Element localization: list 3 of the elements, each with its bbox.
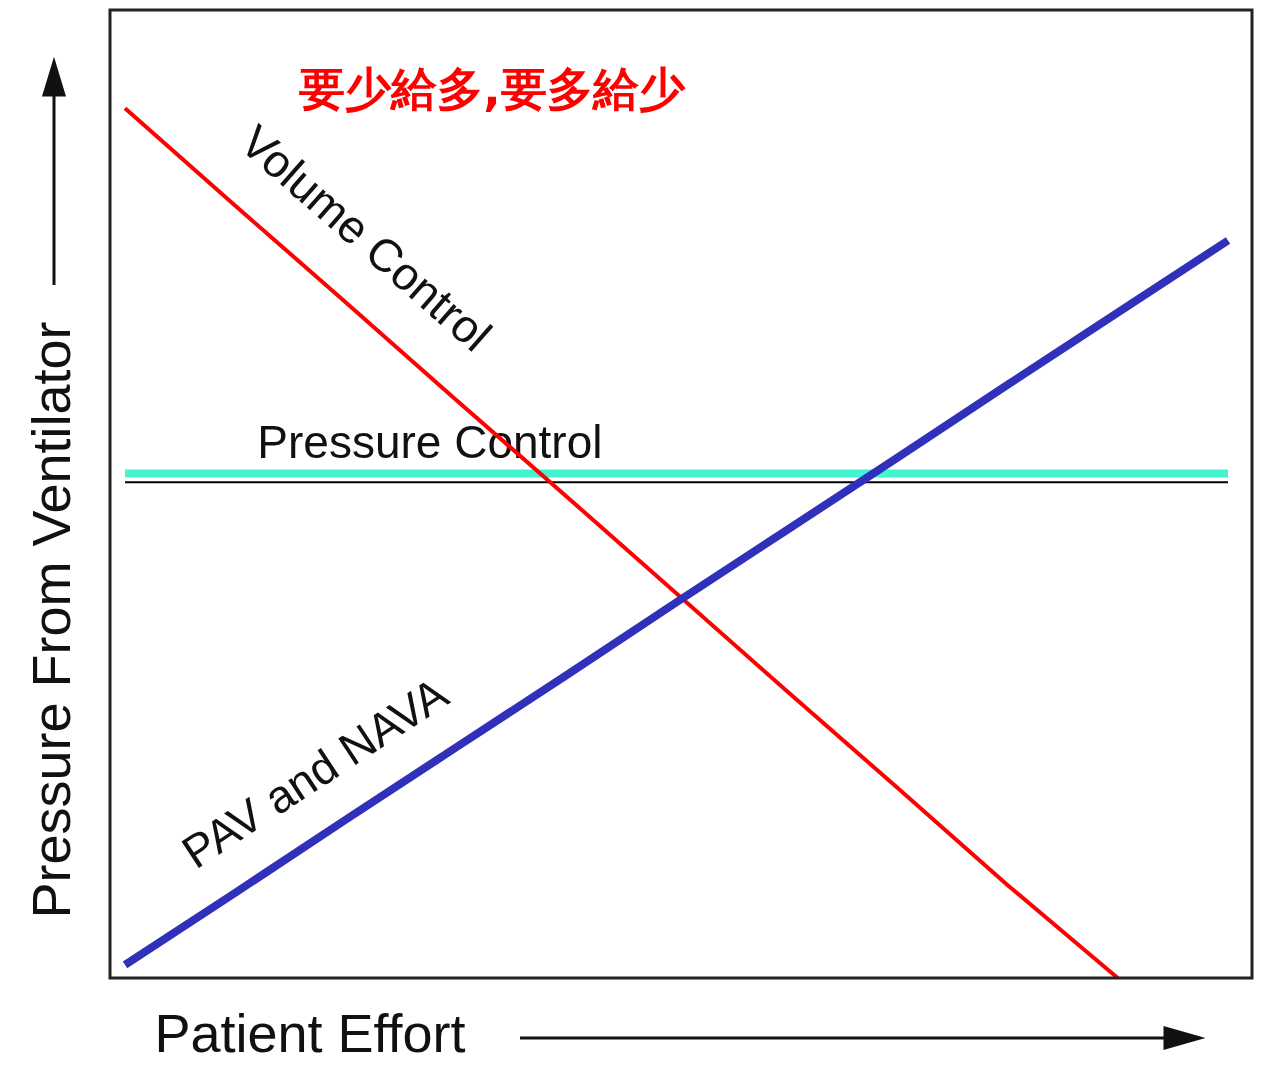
chart-title: 要少給多,要多給少 xyxy=(299,62,686,116)
x-axis-title: Patient Effort xyxy=(154,1003,466,1063)
y-axis-title: Pressure From Ventilator xyxy=(21,321,81,919)
